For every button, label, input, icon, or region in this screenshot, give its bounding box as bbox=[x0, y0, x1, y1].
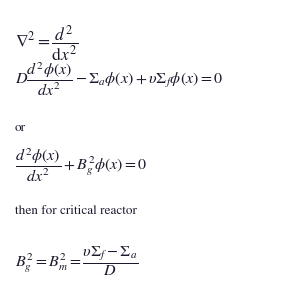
Text: $D\dfrac{d^2\phi(x)}{dx^2} - \Sigma_a\phi(x) + \upsilon\Sigma_f\phi(x) = 0$: $D\dfrac{d^2\phi(x)}{dx^2} - \Sigma_a\ph… bbox=[15, 61, 223, 98]
Text: or: or bbox=[15, 122, 26, 134]
Text: then for critical reactor: then for critical reactor bbox=[15, 205, 137, 217]
Text: $\dfrac{d^2\phi(x)}{dx^2} + B_g^2\phi(x) = 0$: $\dfrac{d^2\phi(x)}{dx^2} + B_g^2\phi(x)… bbox=[15, 147, 147, 184]
Text: $B_g^2 = B_m^2 = \dfrac{\upsilon\Sigma_f - \Sigma_a}{D}$: $B_g^2 = B_m^2 = \dfrac{\upsilon\Sigma_f… bbox=[15, 245, 138, 278]
Text: $\nabla^2 = \dfrac{d^2}{\mathrm{d}x^2}$: $\nabla^2 = \dfrac{d^2}{\mathrm{d}x^2}$ bbox=[15, 24, 78, 64]
